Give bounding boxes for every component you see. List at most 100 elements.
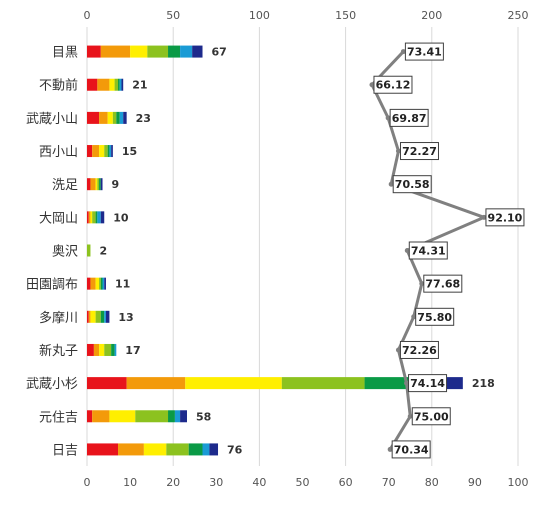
top-tick-label: 50: [166, 9, 180, 22]
bar-segment: [99, 111, 108, 124]
bar-segment: [87, 45, 101, 58]
grid-lines: [86, 27, 519, 466]
bar-segment: [88, 211, 91, 224]
category-label: 多摩川: [39, 310, 78, 326]
bar-segment: [185, 377, 282, 390]
bar-total-label: 67: [212, 46, 227, 59]
data-label-box: [404, 42, 444, 61]
bar-segment: [90, 310, 96, 323]
bottom-tick-label: 80: [425, 476, 439, 489]
bar-segment: [87, 310, 89, 323]
bottom-tick-label: 0: [84, 476, 91, 489]
bar-segment: [90, 211, 93, 224]
data-label-box: [399, 340, 439, 359]
bar-segment: [107, 145, 110, 158]
bar-total-label: 11: [115, 278, 130, 291]
bar-segment: [109, 145, 112, 158]
category-label: 不動前: [39, 78, 78, 94]
bar-segment: [97, 78, 110, 91]
bar-total-label: 15: [122, 145, 137, 158]
bar-segment: [166, 443, 189, 456]
bar-segment: [90, 277, 96, 290]
line-point: [387, 446, 393, 452]
bar-segment: [99, 145, 105, 158]
line-point: [385, 115, 391, 121]
data-label: 70.34: [394, 443, 429, 456]
data-label: 69.87: [392, 112, 427, 125]
bar-segment: [100, 211, 105, 224]
top-tick-label: 250: [508, 9, 529, 22]
bar-total-label: 21: [132, 79, 147, 92]
bar-segment: [109, 410, 136, 423]
category-label: 元住吉: [39, 410, 78, 425]
line-point: [481, 214, 487, 220]
category-label: 大岡山: [39, 211, 78, 226]
bar-segment: [105, 310, 110, 323]
bottom-tick-label: 60: [339, 476, 353, 489]
line-series: [369, 49, 487, 452]
bar-segment: [97, 178, 100, 191]
bar-segment: [118, 443, 144, 456]
bottom-tick-label: 10: [123, 476, 137, 489]
bar-segment: [87, 377, 127, 390]
line-point: [404, 380, 410, 386]
bar-segment: [87, 78, 98, 91]
bar-segment: [123, 111, 127, 124]
data-label: 74.31: [411, 245, 446, 258]
top-tick-label: 0: [84, 9, 91, 22]
line-point: [404, 248, 410, 253]
bar-total-label: 76: [227, 443, 243, 456]
bar-segment: [135, 410, 169, 423]
bar-segment: [97, 211, 101, 224]
bottom-axis-ticks: 0 10 20 30 40 50 60 70 80 90 100: [84, 476, 529, 489]
line-point: [395, 347, 401, 353]
data-label: 74.14: [410, 377, 445, 390]
bar-segment: [104, 310, 106, 323]
bar-segment: [114, 343, 117, 356]
bar-segment: [95, 211, 98, 224]
data-label-box: [485, 208, 525, 227]
bar-segment: [119, 111, 124, 124]
bar-total-label: 13: [118, 311, 133, 324]
data-label-box: [373, 75, 413, 94]
bar-segment: [99, 178, 101, 191]
bar-total-label: 17: [125, 344, 140, 357]
top-tick-label: 100: [249, 9, 270, 22]
bar-segment: [88, 310, 91, 323]
data-label-box: [392, 175, 432, 194]
bar-segment: [92, 211, 96, 224]
bottom-tick-label: 20: [166, 476, 180, 489]
category-label: 日吉: [52, 443, 78, 458]
bar-segment: [87, 343, 94, 356]
bar-segment: [168, 410, 175, 423]
bar-segment: [90, 178, 96, 191]
line-point: [369, 82, 375, 88]
bar-total-label: 9: [112, 178, 120, 191]
bottom-tick-label: 90: [468, 476, 482, 489]
bar-segment: [174, 410, 181, 423]
bar-total-label: 10: [113, 211, 129, 224]
bar-segment: [126, 377, 186, 390]
bottom-tick-label: 50: [296, 476, 310, 489]
category-label: 洗足: [52, 178, 78, 193]
data-label-box: [399, 142, 439, 161]
data-label: 66.12: [376, 79, 411, 92]
bar-segment: [92, 410, 110, 423]
bar-segment: [209, 443, 219, 456]
data-label-box: [408, 241, 448, 260]
data-label-box: [415, 307, 455, 326]
bar-segment: [202, 443, 210, 456]
bar-segment: [364, 377, 410, 390]
bar-total-label: 2: [99, 245, 107, 258]
bar-segment: [100, 45, 131, 58]
bar-segment: [188, 443, 203, 456]
bar-segment: [87, 244, 91, 257]
bar-segment: [112, 111, 117, 124]
bar-total-label: 58: [196, 410, 211, 423]
bar-segment: [87, 277, 91, 290]
category-label: 奥沢: [52, 245, 78, 260]
line-point: [407, 413, 413, 419]
line-point: [400, 49, 406, 55]
bar-segment: [104, 145, 108, 158]
